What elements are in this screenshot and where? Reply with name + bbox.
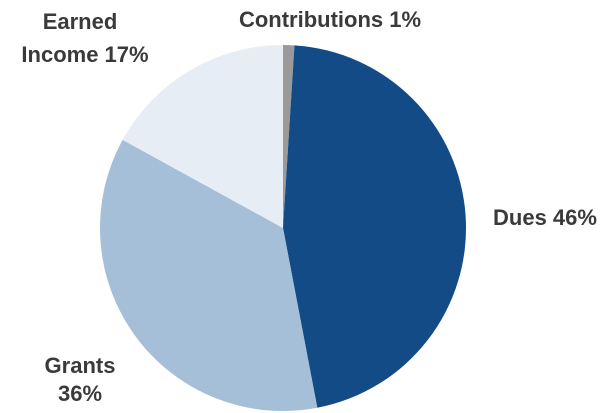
- label-earned-income-line2: Income 17%: [21, 42, 148, 67]
- label-grants-percent: 36%: [58, 381, 102, 406]
- label-earned-income-line1: Earned: [43, 9, 118, 34]
- pie-slice-contributions: [283, 45, 295, 228]
- label-grants-name: Grants: [45, 353, 116, 378]
- label-contributions: Contributions 1%: [239, 7, 421, 32]
- pie-slice-dues: [283, 45, 467, 408]
- pie-slices: [100, 45, 467, 412]
- pie-slice-earned-income: [122, 45, 283, 228]
- pie-slice-grants: [100, 139, 318, 412]
- label-dues: Dues 46%: [493, 205, 597, 230]
